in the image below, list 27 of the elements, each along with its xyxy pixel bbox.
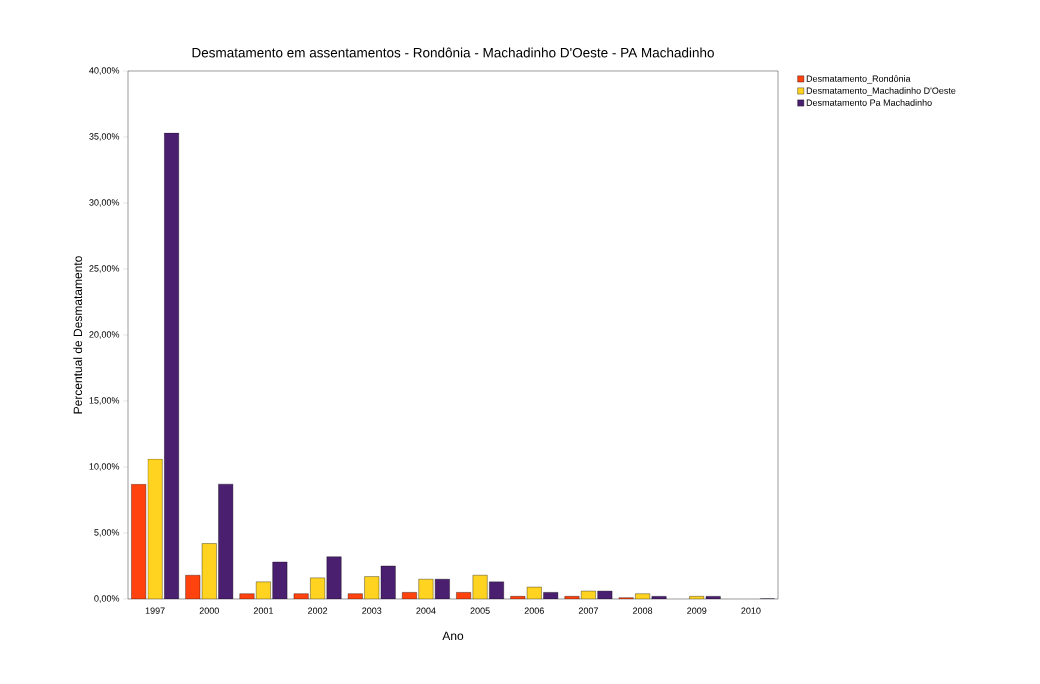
legend-label: Desmatamento Pa Machadinho [806,99,932,106]
y-tick-label: 25,00% [89,265,120,273]
y-tick-label: 10,00% [89,463,120,471]
x-tick-label: 2003 [362,607,382,614]
x-axis-title: Ano [442,631,464,641]
y-tick-label: 40,00% [89,67,120,75]
x-tick-label: 2009 [687,607,707,614]
y-tick-label: 5,00% [94,529,120,537]
x-tick-label: 2008 [633,607,653,614]
y-axis-title: Percentual de Desmatamento [73,256,83,414]
x-tick-label: 2000 [199,607,219,614]
y-tick-label: 35,00% [89,133,120,141]
x-tick-label: 2007 [578,607,598,614]
x-tick-label: 2002 [308,607,328,614]
x-tick-label: 1997 [145,607,165,614]
y-tick-label: 20,00% [89,331,120,339]
legend-label: Desmatamento_Rondônia [806,75,911,84]
x-tick-label: 2006 [524,607,544,614]
x-tick-label: 2001 [253,607,273,614]
legend-label: Desmatamento_Machadinho D'Oeste [806,87,956,96]
x-tick-label: 2004 [416,607,436,614]
y-tick-label: 0,00% [94,595,120,603]
x-tick-label: 2005 [470,607,490,614]
chart-title: Desmatamento em assentamentos - Rondônia - Machadinho D'Oeste - PA Machadinho [192,47,714,58]
y-tick-label: 15,00% [89,397,120,405]
y-tick-label: 30,00% [89,199,120,207]
x-tick-label: 2010 [741,607,761,614]
